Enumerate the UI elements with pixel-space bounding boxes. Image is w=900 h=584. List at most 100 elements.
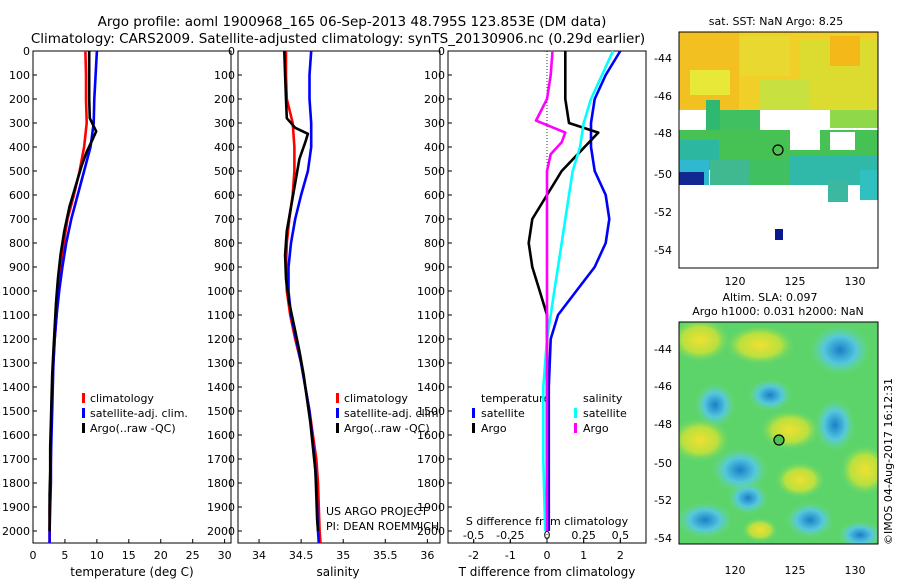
y-tick-label: 1800 — [2, 477, 30, 490]
y-tick-label: 1000 — [207, 285, 235, 298]
x-tick-label: 0 — [30, 549, 37, 562]
sst-xtick: 130 — [845, 275, 866, 288]
sla-xtick: 120 — [725, 564, 746, 577]
sla-ytick: -44 — [654, 343, 672, 356]
sst-y-ticks: -44 -46 -48 -50 -52 -54 — [654, 52, 672, 257]
y-tick-label: 500 — [424, 165, 445, 178]
sst-x-ticks: 120 125 130 — [725, 275, 866, 288]
y-tick-label: 1600 — [207, 429, 235, 442]
legend-s-argo-swatch — [574, 423, 577, 433]
x-tick-label: 5 — [61, 549, 68, 562]
sla-x-ticks: 120 125 130 — [725, 564, 866, 577]
y-tick-label: 0 — [23, 45, 30, 58]
series-line-argo-raw-qc — [283, 50, 320, 532]
y-tick-label: 800 — [9, 237, 30, 250]
y-tick-label: 300 — [9, 117, 30, 130]
y-tick-label: 700 — [214, 213, 235, 226]
series-line-t-satellite — [547, 50, 622, 531]
y-tick-label: 1800 — [207, 477, 235, 490]
s-tick-label: 0 — [544, 529, 551, 542]
legend-climatology-swatch — [82, 393, 85, 403]
salinity-xlabel: salinity — [316, 565, 359, 579]
x-tick-label: 1 — [580, 549, 587, 562]
legend-salinity-header: salinity — [583, 392, 623, 405]
y-tick-label: 1600 — [2, 429, 30, 442]
s-tick-label: -0.25 — [496, 529, 524, 542]
sst-argo-marker — [772, 144, 784, 156]
y-tick-label: 1400 — [207, 381, 235, 394]
y-tick-label: 1000 — [417, 285, 445, 298]
sst-map-field — [679, 32, 878, 268]
s-tick-label: 0.25 — [571, 529, 596, 542]
sst-ytick: -52 — [654, 206, 672, 219]
legend-argo-label: Argo(..raw -QC) — [344, 422, 430, 435]
y-tick-label: 1000 — [2, 285, 30, 298]
y-tick-label: 600 — [214, 189, 235, 202]
y-tick-label: 2000 — [207, 525, 235, 538]
sst-ytick: -46 — [654, 90, 672, 103]
x-tick-label: -2 — [468, 549, 479, 562]
x-tick-label: 10 — [90, 549, 104, 562]
y-tick-label: 1900 — [417, 501, 445, 514]
y-tick-label: 1700 — [2, 453, 30, 466]
y-tick-label: 1500 — [417, 405, 445, 418]
salinity-panel: climatology satellite-adj. clim. Argo(..… — [207, 45, 442, 579]
sst-map-frame — [678, 31, 879, 269]
y-tick-label: 200 — [9, 93, 30, 106]
series-line-argo-raw-qc — [48, 51, 98, 531]
y-tick-label: 1200 — [417, 333, 445, 346]
difference-xlabel: T difference from climatology — [458, 565, 636, 579]
y-tick-label: 700 — [424, 213, 445, 226]
s-tick-label: 0.5 — [612, 529, 630, 542]
y-tick-label: 1400 — [417, 381, 445, 394]
sla-xtick: 130 — [845, 564, 866, 577]
y-tick-label: 1300 — [207, 357, 235, 370]
y-tick-label: 1400 — [2, 381, 30, 394]
sla-ytick: -46 — [654, 380, 672, 393]
difference-legend: temperature salinity satellite Argo sate… — [472, 392, 627, 435]
x-tick-label: 25 — [186, 549, 200, 562]
y-tick-label: 800 — [424, 237, 445, 250]
y-tick-label: 500 — [9, 165, 30, 178]
y-tick-label: 1200 — [207, 333, 235, 346]
legend-argo-swatch — [82, 423, 85, 433]
x-tick-label: 20 — [154, 549, 168, 562]
sla-ytick: -54 — [654, 532, 672, 545]
x-tick-label: 15 — [122, 549, 136, 562]
pi-label: PI: DEAN ROEMMICH — [326, 520, 439, 533]
series-line-s-argo — [534, 50, 567, 531]
x-tick-label: 0 — [544, 549, 551, 562]
legend-t-argo-swatch — [472, 423, 475, 433]
y-tick-label: 900 — [214, 261, 235, 274]
sst-map: sat. SST: NaN Argo: 8.25 — [654, 15, 879, 288]
y-tick-label: 400 — [214, 141, 235, 154]
y-tick-label: 1800 — [417, 477, 445, 490]
y-tick-label: 300 — [424, 117, 445, 130]
legend-climatology-label: climatology — [344, 392, 408, 405]
sla-map-title1: Altim. SLA: 0.097 — [722, 291, 817, 304]
sst-ytick: -54 — [654, 244, 672, 257]
legend-satellite-label: satellite-adj. clim. — [90, 407, 188, 420]
sla-xtick: 125 — [785, 564, 806, 577]
y-tick-label: 200 — [424, 93, 445, 106]
x-tick-label: 2 — [617, 549, 624, 562]
series-line-s-satellite — [541, 50, 615, 532]
sst-ytick: -44 — [654, 52, 672, 65]
y-tick-label: 1500 — [2, 405, 30, 418]
y-tick-label: 1500 — [207, 405, 235, 418]
y-tick-label: 1100 — [2, 309, 30, 322]
legend-satellite-label: satellite-adj. clim. — [344, 407, 442, 420]
sla-ytick: -48 — [654, 418, 672, 431]
y-tick-label: 500 — [214, 165, 235, 178]
y-tick-label: 1300 — [417, 357, 445, 370]
x-tick-label: 35 — [336, 549, 350, 562]
sla-argo-marker — [773, 434, 785, 446]
header-line2: Climatology: CARS2009. Satellite-adjuste… — [31, 31, 645, 47]
legend-s-argo-label: Argo — [583, 422, 609, 435]
y-tick-label: 700 — [9, 213, 30, 226]
y-tick-label: 100 — [424, 69, 445, 82]
temperature-xlabel: temperature (deg C) — [70, 565, 193, 579]
y-tick-label: 300 — [214, 117, 235, 130]
temperature-plot-frame — [32, 50, 232, 544]
y-tick-label: 800 — [214, 237, 235, 250]
